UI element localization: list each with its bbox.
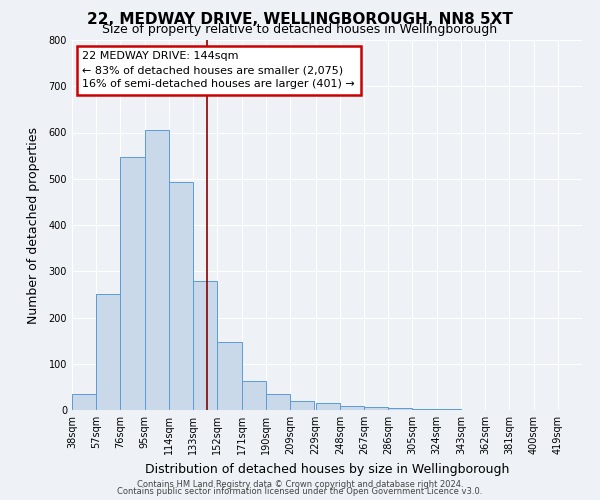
X-axis label: Distribution of detached houses by size in Wellingborough: Distribution of detached houses by size … [145,462,509,475]
Bar [242,382,266,410]
Bar [121,156,145,410]
Bar [290,400,314,410]
Text: 22 MEDWAY DRIVE: 144sqm
← 83% of detached houses are smaller (2,075)
16% of semi: 22 MEDWAY DRIVE: 144sqm ← 83% of detache… [82,51,355,89]
Bar [217,342,242,410]
Bar [437,409,461,410]
Y-axis label: Number of detached properties: Number of detached properties [28,126,40,324]
Bar [316,403,340,410]
Text: 22, MEDWAY DRIVE, WELLINGBOROUGH, NN8 5XT: 22, MEDWAY DRIVE, WELLINGBOROUGH, NN8 5X… [87,12,513,26]
Bar [145,130,169,410]
Bar [412,408,437,410]
Bar [193,282,217,410]
Bar [340,406,364,410]
Bar [266,394,290,410]
Bar [72,394,96,410]
Bar [96,294,121,410]
Text: Contains public sector information licensed under the Open Government Licence v3: Contains public sector information licen… [118,487,482,496]
Bar [169,182,193,410]
Text: Size of property relative to detached houses in Wellingborough: Size of property relative to detached ho… [103,22,497,36]
Bar [388,408,412,410]
Bar [364,407,388,410]
Text: Contains HM Land Registry data © Crown copyright and database right 2024.: Contains HM Land Registry data © Crown c… [137,480,463,489]
